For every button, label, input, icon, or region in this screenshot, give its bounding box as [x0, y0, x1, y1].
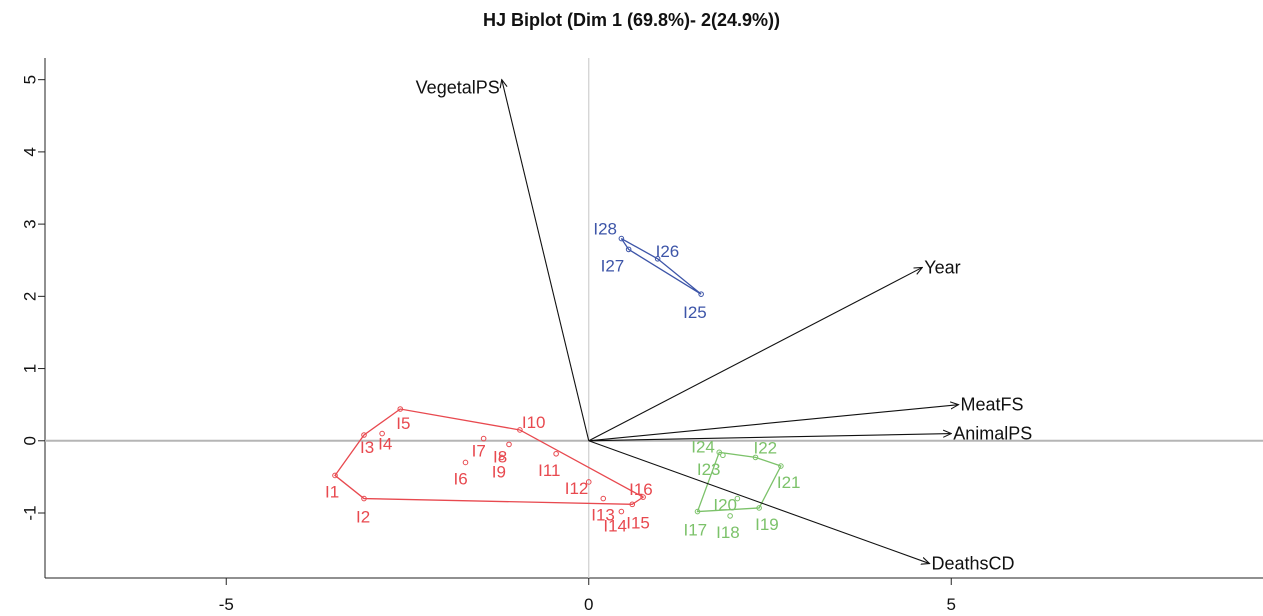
point-label: I13 — [591, 506, 615, 525]
point-label: I3 — [360, 438, 374, 457]
point-label: I21 — [777, 473, 801, 492]
point-label: I8 — [493, 447, 507, 466]
point-label: I27 — [601, 256, 625, 275]
vector-arrow — [502, 80, 590, 441]
point-label: I10 — [522, 413, 546, 432]
point-marker — [361, 495, 367, 502]
point-marker — [498, 454, 505, 461]
point-marker — [480, 435, 487, 442]
point-marker — [585, 479, 592, 485]
point-label: I18 — [716, 523, 740, 542]
group-hull-3 — [620, 237, 702, 295]
point-marker — [756, 505, 762, 511]
point-label: I1 — [325, 482, 339, 501]
chart-title: HJ Biplot (Dim 1 (69.8%)- 2(24.9%)) — [482, 10, 781, 30]
point-label: I5 — [396, 414, 410, 433]
point-label: I22 — [754, 438, 778, 457]
y-tick-label: 0 — [20, 436, 39, 445]
vector-arrow — [588, 434, 952, 442]
point-label: I28 — [593, 220, 617, 239]
y-tick-label: 5 — [20, 75, 39, 84]
group-hull-2 — [696, 451, 782, 513]
point-marker — [625, 246, 632, 253]
point-marker — [600, 495, 607, 502]
vector-label: DeathsCD — [932, 554, 1015, 574]
point-marker — [618, 508, 625, 515]
point-label: I25 — [683, 303, 707, 322]
point-marker — [727, 513, 733, 519]
point-marker — [734, 495, 741, 502]
point-marker — [332, 472, 338, 479]
point-marker — [720, 452, 726, 459]
variable-vectors: VegetalPS Year MeatFS AnimalPS DeathsCD — [416, 78, 1033, 574]
point-label: I24 — [691, 437, 715, 456]
point-label: I15 — [626, 513, 650, 532]
point-label: I26 — [656, 242, 680, 261]
vector-label: VegetalPS — [416, 78, 500, 98]
point-label: I4 — [378, 435, 392, 454]
point-marker — [698, 291, 704, 297]
y-tick-label: 1 — [20, 364, 39, 373]
point-label: I20 — [713, 496, 737, 515]
point-label: I9 — [492, 462, 506, 481]
point-marker — [640, 494, 646, 500]
point-label: I2 — [356, 508, 370, 527]
point-marker — [397, 406, 404, 412]
vector-label: AnimalPS — [953, 424, 1032, 444]
x-tick-label: 0 — [584, 595, 593, 614]
vector-label: MeatFS — [961, 395, 1024, 415]
vector-arrow — [588, 405, 959, 442]
vector-arrow — [588, 440, 930, 564]
point-marker — [361, 432, 367, 438]
y-tick-label: -1 — [20, 505, 39, 520]
axes-layer: -5 0 5 -1 0 1 2 3 4 5 — [20, 58, 1263, 614]
point-label: I7 — [472, 442, 486, 461]
point-marker — [462, 459, 469, 466]
point-label: I14 — [603, 517, 627, 536]
point-marker — [778, 463, 784, 469]
y-tick-label: 4 — [20, 147, 39, 156]
x-tick-label: -5 — [219, 595, 234, 614]
point-marker — [629, 501, 636, 508]
group-hull-1 — [334, 408, 645, 505]
point-label: I19 — [755, 515, 779, 534]
group-hulls — [334, 237, 782, 513]
vector-arrow — [588, 267, 923, 442]
point-label: I6 — [454, 469, 468, 488]
point-marker — [654, 255, 661, 262]
point-label: I23 — [697, 460, 721, 479]
point-label: I17 — [684, 521, 708, 540]
y-tick-label: 3 — [20, 219, 39, 228]
point-marker — [694, 508, 701, 515]
point-marker — [618, 235, 625, 242]
point-marker — [553, 450, 559, 457]
point-label: I11 — [538, 461, 560, 480]
y-tick-label: 2 — [20, 292, 39, 301]
point-marker — [752, 454, 759, 461]
x-tick-label: 5 — [947, 595, 956, 614]
reference-lines — [45, 58, 1263, 578]
point-marker — [379, 430, 385, 437]
point-marker — [716, 449, 723, 456]
point-label: I16 — [629, 480, 653, 499]
point-marker — [506, 441, 512, 448]
point-label: I12 — [565, 479, 589, 498]
vector-label: Year — [924, 257, 960, 277]
point-marker — [517, 427, 523, 433]
